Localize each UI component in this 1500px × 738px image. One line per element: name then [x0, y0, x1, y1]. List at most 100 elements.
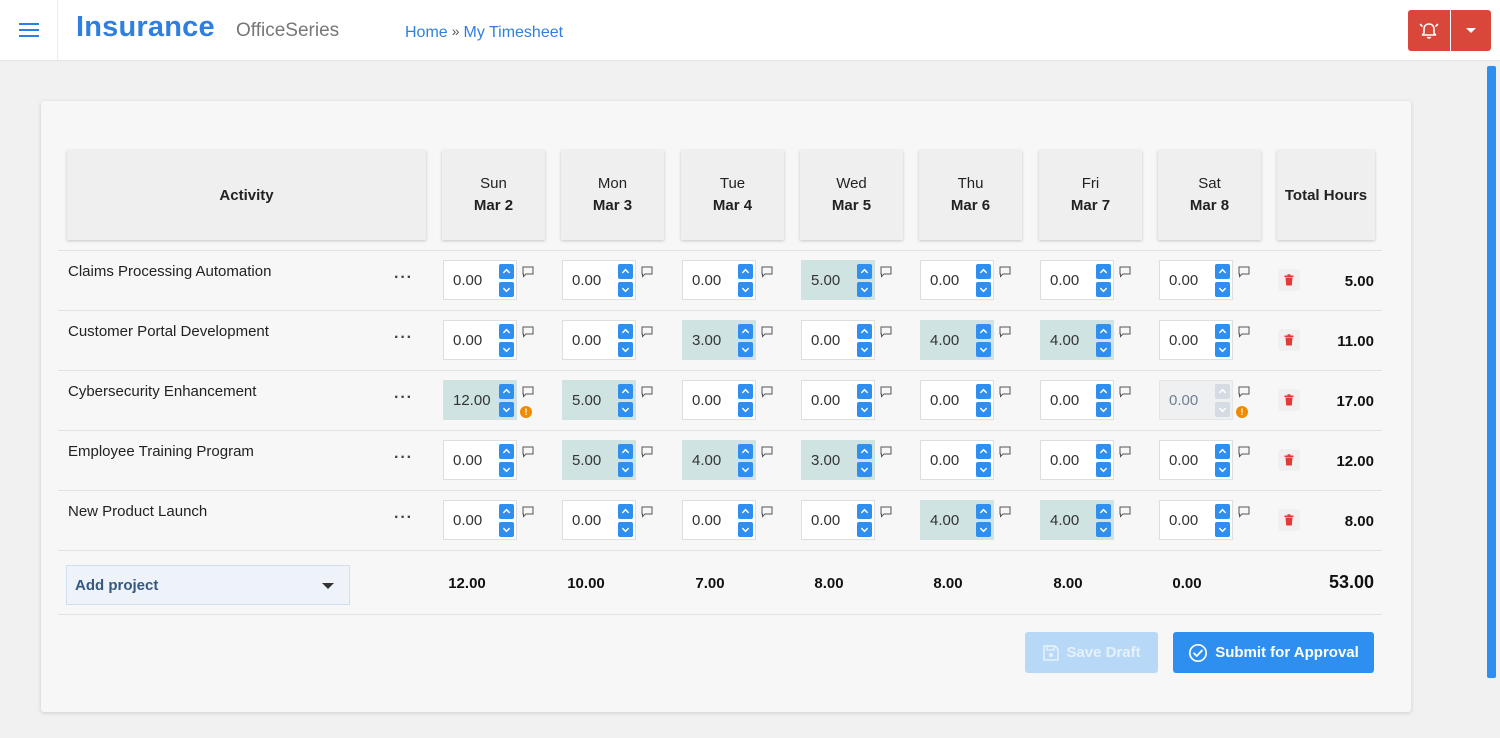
increment-button[interactable] — [976, 264, 991, 279]
increment-button[interactable] — [1215, 324, 1230, 339]
hours-input[interactable]: 0.00 — [1040, 380, 1114, 420]
decrement-button[interactable] — [1096, 522, 1111, 537]
brand-logo[interactable]: Insurance — [76, 11, 215, 43]
decrement-button[interactable] — [1215, 462, 1230, 477]
hours-input[interactable]: 0.00 — [1040, 440, 1114, 480]
increment-button[interactable] — [1096, 264, 1111, 279]
decrement-button[interactable] — [976, 342, 991, 357]
comment-icon[interactable] — [1238, 266, 1250, 278]
hours-input[interactable]: 0.00 — [801, 500, 875, 540]
increment-button[interactable] — [1215, 504, 1230, 519]
comment-icon[interactable] — [522, 446, 534, 458]
save-draft-button[interactable]: Save Draft — [1025, 632, 1158, 673]
decrement-button[interactable] — [499, 462, 514, 477]
comment-icon[interactable] — [880, 506, 892, 518]
breadcrumb-current[interactable]: My Timesheet — [463, 24, 564, 41]
decrement-button[interactable] — [618, 342, 633, 357]
increment-button[interactable] — [1215, 444, 1230, 459]
decrement-button[interactable] — [618, 402, 633, 417]
comment-icon[interactable] — [761, 266, 773, 278]
hours-input[interactable]: 0.00 — [1159, 440, 1233, 480]
hamburger-menu-icon[interactable] — [0, 0, 58, 60]
decrement-button[interactable] — [1096, 282, 1111, 297]
hours-input[interactable]: 5.00 — [801, 260, 875, 300]
increment-button[interactable] — [738, 444, 753, 459]
comment-icon[interactable] — [641, 326, 653, 338]
hours-input[interactable]: 0.00 — [682, 500, 756, 540]
user-dropdown-button[interactable] — [1451, 10, 1491, 51]
decrement-button[interactable] — [738, 522, 753, 537]
increment-button[interactable] — [1096, 504, 1111, 519]
decrement-button[interactable] — [1096, 342, 1111, 357]
comment-icon[interactable] — [641, 506, 653, 518]
hours-input[interactable]: 4.00 — [1040, 500, 1114, 540]
comment-icon[interactable] — [880, 386, 892, 398]
comment-icon[interactable] — [1119, 446, 1131, 458]
comment-icon[interactable] — [1119, 266, 1131, 278]
increment-button[interactable] — [1096, 444, 1111, 459]
hours-input[interactable]: 0.00 — [1159, 320, 1233, 360]
decrement-button[interactable] — [738, 342, 753, 357]
comment-icon[interactable] — [880, 326, 892, 338]
increment-button[interactable] — [618, 384, 633, 399]
delete-row-button[interactable] — [1278, 389, 1300, 411]
increment-button[interactable] — [1096, 384, 1111, 399]
comment-icon[interactable] — [761, 506, 773, 518]
hours-input[interactable]: 0.00 — [562, 320, 636, 360]
decrement-button[interactable] — [857, 342, 872, 357]
hours-input[interactable]: 4.00 — [682, 440, 756, 480]
decrement-button[interactable] — [1215, 282, 1230, 297]
decrement-button[interactable] — [499, 402, 514, 417]
decrement-button[interactable] — [857, 282, 872, 297]
increment-button[interactable] — [857, 324, 872, 339]
hours-input[interactable]: 0.00 — [1159, 260, 1233, 300]
increment-button[interactable] — [857, 264, 872, 279]
decrement-button[interactable] — [738, 402, 753, 417]
hours-input[interactable]: 4.00 — [1040, 320, 1114, 360]
hours-input[interactable]: 0.00 — [801, 320, 875, 360]
hours-input[interactable]: 12.00 — [443, 380, 517, 420]
increment-button[interactable] — [738, 504, 753, 519]
increment-button[interactable] — [738, 264, 753, 279]
comment-icon[interactable] — [880, 446, 892, 458]
decrement-button[interactable] — [976, 402, 991, 417]
submit-for-approval-button[interactable]: Submit for Approval — [1173, 632, 1374, 673]
decrement-button[interactable] — [1215, 522, 1230, 537]
comment-icon[interactable] — [1238, 326, 1250, 338]
increment-button[interactable] — [1096, 324, 1111, 339]
increment-button[interactable] — [738, 324, 753, 339]
increment-button[interactable] — [857, 444, 872, 459]
hours-input[interactable]: 4.00 — [920, 320, 994, 360]
decrement-button[interactable] — [976, 522, 991, 537]
hours-input[interactable]: 0.00 — [682, 380, 756, 420]
comment-icon[interactable] — [1119, 506, 1131, 518]
comment-icon[interactable] — [1238, 446, 1250, 458]
hours-input[interactable]: 0.00 — [682, 260, 756, 300]
hours-input[interactable]: 3.00 — [801, 440, 875, 480]
delete-row-button[interactable] — [1278, 269, 1300, 291]
comment-icon[interactable] — [522, 506, 534, 518]
comment-icon[interactable] — [999, 506, 1011, 518]
increment-button[interactable] — [499, 264, 514, 279]
increment-button[interactable] — [618, 504, 633, 519]
hours-input[interactable]: 0.00 — [443, 500, 517, 540]
comment-icon[interactable] — [1238, 506, 1250, 518]
hours-input[interactable]: 0.00 — [920, 260, 994, 300]
decrement-button[interactable] — [618, 522, 633, 537]
decrement-button[interactable] — [857, 462, 872, 477]
decrement-button[interactable] — [499, 342, 514, 357]
hours-input[interactable]: 0.00 — [920, 440, 994, 480]
more-options-button[interactable]: ··· — [394, 449, 413, 466]
increment-button[interactable] — [857, 384, 872, 399]
comment-icon[interactable] — [1119, 326, 1131, 338]
hours-input[interactable]: 4.00 — [920, 500, 994, 540]
decrement-button[interactable] — [1215, 342, 1230, 357]
comment-icon[interactable] — [522, 386, 534, 398]
add-project-dropdown[interactable]: Add project — [66, 565, 350, 605]
comment-icon[interactable] — [522, 266, 534, 278]
increment-button[interactable] — [499, 504, 514, 519]
increment-button[interactable] — [499, 384, 514, 399]
decrement-button[interactable] — [1096, 402, 1111, 417]
hours-input[interactable]: 0.00 — [443, 260, 517, 300]
decrement-button[interactable] — [976, 462, 991, 477]
